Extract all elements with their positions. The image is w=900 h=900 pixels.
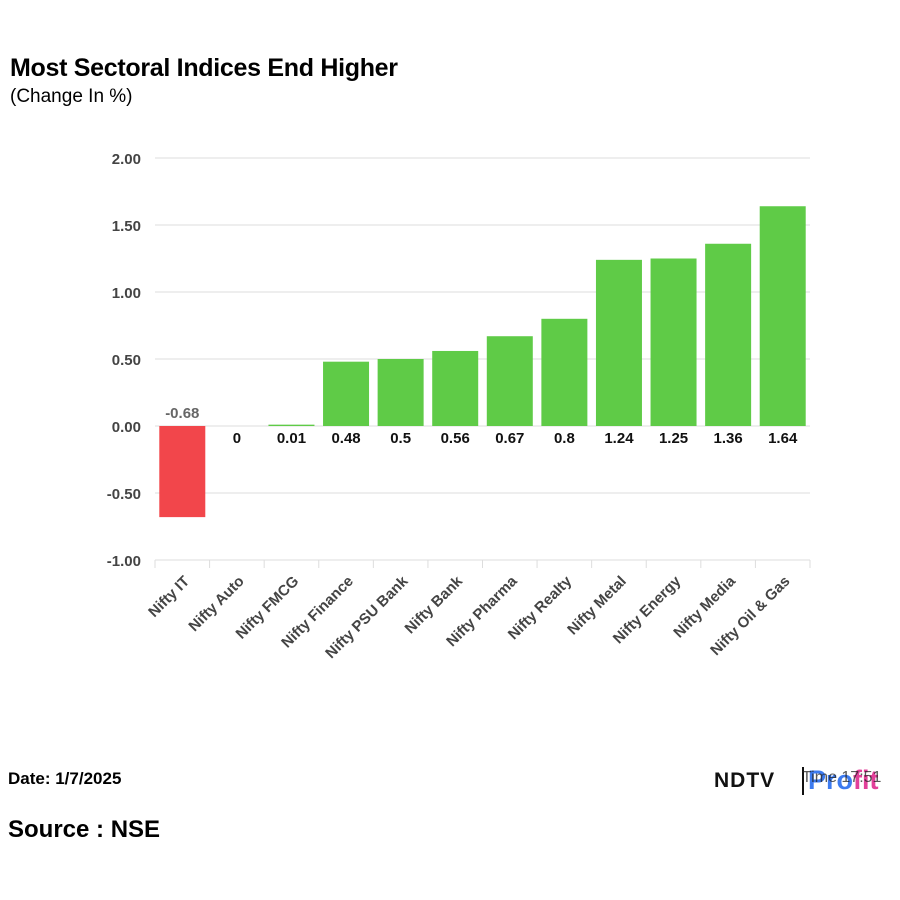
data-label: 0.8 (554, 430, 575, 447)
data-label: 1.24 (604, 430, 634, 447)
chart-title: Most Sectoral Indices End Higher (10, 54, 398, 82)
bar (650, 258, 697, 426)
logo-divider (802, 767, 804, 795)
logo-brand: NDTV (714, 769, 776, 792)
bars (159, 206, 806, 518)
data-labels: -0.68 0 0.01 0.48 0.5 0.56 0.67 0.8 1.24 1.25 1.36… (165, 405, 798, 447)
y-tick-label: 1.50 (112, 218, 141, 235)
data-label: 0.67 (495, 430, 524, 447)
bar (486, 336, 533, 426)
bar (323, 361, 370, 426)
bar (705, 243, 752, 426)
ndtv-profit-logo: NDTV Profit Time 17:51 (714, 765, 894, 801)
data-label: 0.5 (390, 430, 411, 447)
data-label: 1.36 (714, 430, 743, 447)
data-label: 1.64 (768, 430, 798, 447)
bar (159, 426, 206, 518)
y-tick-label: -1.00 (107, 553, 141, 570)
y-tick-label: -0.50 (107, 486, 141, 503)
bar (268, 424, 315, 426)
y-tick-label: 0.00 (112, 419, 141, 436)
bar (595, 259, 642, 426)
source-label: Source : NSE (8, 816, 161, 843)
bar (377, 359, 424, 426)
data-label: 0 (233, 430, 241, 447)
data-label: 0.01 (277, 430, 306, 447)
logo-product-b: fit (853, 765, 879, 795)
data-label: -0.68 (165, 405, 199, 422)
logo-product-a: Pro (808, 765, 854, 795)
bar (759, 206, 806, 426)
bar-chart: 2.00 1.50 1.00 0.50 0.00 -0.50 -1.00 -0.68 0 0.0… (107, 151, 811, 662)
x-tick-label: Nifty IT (145, 573, 193, 621)
y-tick-label: 0.50 (112, 352, 141, 369)
bar (541, 318, 588, 426)
y-axis-ticks: 2.00 1.50 1.00 0.50 0.00 -0.50 -1.00 (107, 151, 141, 570)
chart-subtitle: (Change In %) (10, 86, 133, 107)
y-tick-label: 1.00 (112, 285, 141, 302)
gridlines (154, 157, 811, 568)
data-label: 1.25 (659, 430, 688, 447)
logo-overlay-time: Time 17:51 (802, 769, 882, 786)
date-label: Date: 1/7/2025 (8, 769, 122, 788)
bar (432, 350, 479, 426)
data-label: 0.56 (441, 430, 470, 447)
data-label: 0.48 (331, 430, 360, 447)
logo-product: Profit (808, 765, 879, 796)
y-tick-label: 2.00 (112, 151, 141, 168)
